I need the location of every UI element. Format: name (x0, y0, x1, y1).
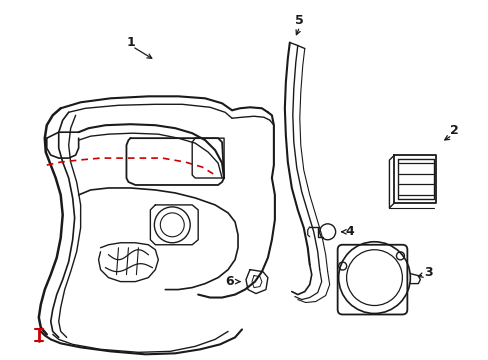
Text: 5: 5 (295, 14, 304, 27)
Text: 1: 1 (126, 36, 135, 49)
Text: 6: 6 (225, 275, 234, 288)
Text: 4: 4 (345, 225, 353, 238)
Text: 3: 3 (423, 266, 432, 279)
Text: 2: 2 (449, 124, 458, 137)
